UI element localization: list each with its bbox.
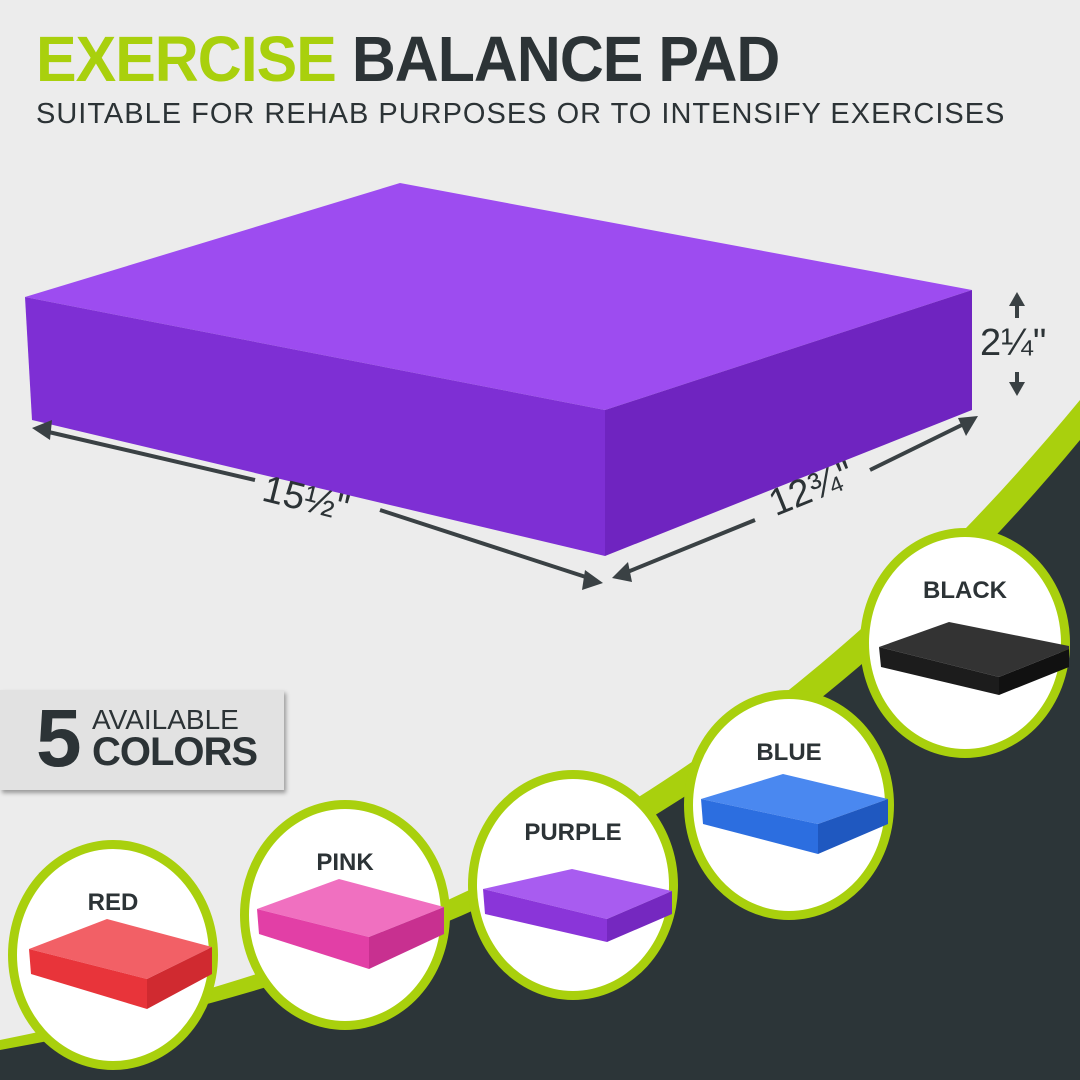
title-main: BALANCE PAD bbox=[351, 23, 780, 95]
blue-pad-icon bbox=[701, 774, 888, 854]
color-swatch-pink[interactable]: PINK bbox=[240, 800, 450, 1030]
swatch-label: BLUE bbox=[756, 739, 822, 766]
swatch-label: BLACK bbox=[923, 577, 1007, 604]
height-label: 2¼" bbox=[980, 322, 1047, 364]
badge-line2: COLORS bbox=[92, 730, 258, 774]
red-pad-icon bbox=[29, 919, 212, 1009]
dimension-arrows bbox=[32, 292, 1025, 590]
colors-count: 5 bbox=[36, 693, 82, 784]
badge-line1: AVAILABLE bbox=[92, 704, 239, 735]
title-accent: EXERCISE bbox=[36, 23, 337, 95]
subtitle: SUITABLE FOR REHAB PURPOSES OR TO INTENS… bbox=[36, 98, 1006, 130]
balance-pad-image bbox=[25, 183, 972, 556]
swatch-label: PURPLE bbox=[524, 819, 622, 846]
available-colors-badge: 5 AVAILABLE COLORS bbox=[0, 690, 284, 790]
black-pad-icon bbox=[879, 622, 1069, 695]
swatch-label: PINK bbox=[316, 849, 374, 876]
color-swatch-red[interactable]: RED bbox=[8, 840, 218, 1070]
page-title: EXERCISE BALANCE PAD bbox=[36, 22, 780, 96]
color-swatch-purple[interactable]: PURPLE bbox=[468, 770, 678, 1000]
swatch-label: RED bbox=[87, 889, 139, 916]
dark-band bbox=[0, 440, 1080, 1080]
color-swatch-black[interactable]: BLACK bbox=[860, 528, 1070, 758]
purple-pad-icon bbox=[483, 869, 672, 942]
pink-pad-icon bbox=[257, 879, 444, 969]
color-swatch-blue[interactable]: BLUE bbox=[684, 690, 894, 920]
